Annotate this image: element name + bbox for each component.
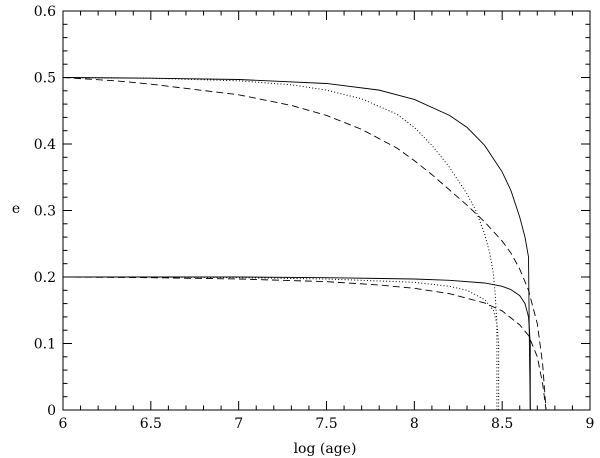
y-tick-label: 0.6 [34,4,56,20]
y-tick-label: 0.4 [34,137,56,153]
x-tick-label: 6.5 [140,416,162,432]
series-group [62,77,590,411]
x-axis-label: log (age) [294,441,357,457]
y-tick-label: 0.2 [34,270,56,286]
x-tick-label: 9 [586,416,595,432]
x-tick-label: 8.5 [491,416,513,432]
y-tick-label: 0.3 [34,204,56,220]
x-tick-label: 7.5 [315,416,337,432]
series-line-dotted-4 [63,276,500,410]
series-line-solid-3 [63,276,531,410]
y-tick-label: 0.5 [34,71,56,87]
plot-frame [62,10,591,411]
y-tick-label: 0 [47,403,56,419]
x-tick-label: 7 [234,416,243,432]
series-line-dashed-5 [62,276,547,411]
y-axis-label: e [12,201,20,217]
y-tick-label: 0.1 [34,337,56,353]
x-tick-label: 8 [410,416,419,432]
series-line-solid-0 [62,77,531,411]
x-tick-label: 6 [59,416,68,432]
series-line-dotted-1 [62,77,498,410]
series-line-dashed-2 [62,77,547,411]
axes-group: 6 6.5 7 7.5 8 8.5 9 0 0.1 0.2 0.3 0.4 0.5 0.6 [34,4,595,432]
